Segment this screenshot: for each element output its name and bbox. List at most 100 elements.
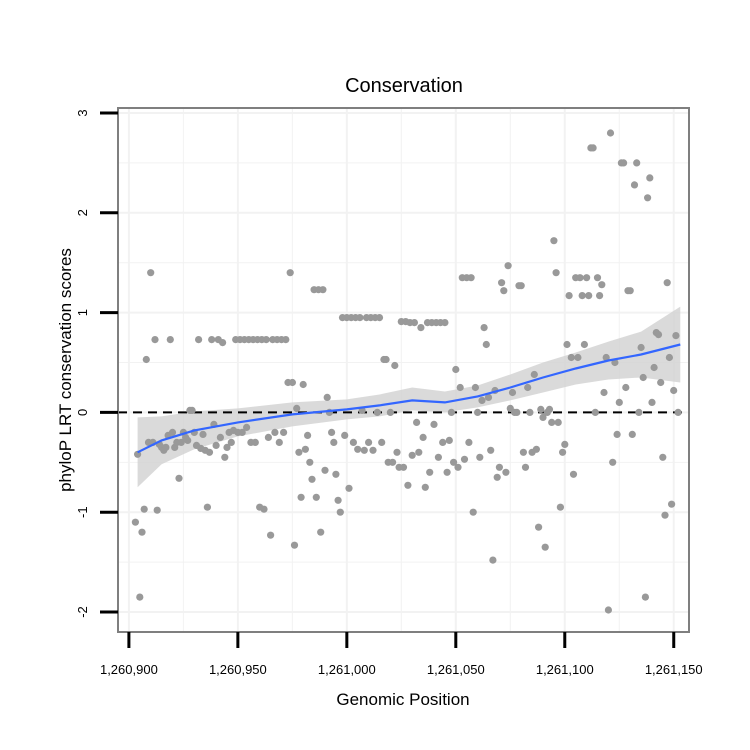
data-point xyxy=(419,433,427,441)
data-point xyxy=(644,194,652,202)
data-point xyxy=(301,445,309,453)
data-point xyxy=(238,428,246,436)
data-point xyxy=(502,468,510,476)
data-point xyxy=(471,383,479,392)
data-point xyxy=(615,398,623,406)
data-point xyxy=(223,443,231,451)
data-point xyxy=(332,470,340,478)
data-point xyxy=(153,506,161,514)
data-point xyxy=(386,408,394,416)
data-point xyxy=(295,448,303,456)
data-point xyxy=(177,438,185,446)
data-point xyxy=(578,292,586,300)
data-point xyxy=(602,353,610,362)
data-point xyxy=(521,463,530,471)
data-point xyxy=(188,406,196,414)
chart-title: Conservation xyxy=(345,75,463,97)
data-point xyxy=(513,408,521,416)
data-point xyxy=(460,455,469,463)
data-point xyxy=(221,453,229,461)
data-point xyxy=(476,453,484,461)
data-point xyxy=(600,388,608,397)
data-point xyxy=(659,453,667,461)
data-point xyxy=(585,292,593,300)
data-point xyxy=(205,448,214,456)
data-point xyxy=(465,438,473,446)
data-point xyxy=(661,511,669,519)
data-point xyxy=(668,500,676,508)
data-point xyxy=(604,606,613,614)
data-point xyxy=(260,505,268,513)
data-point xyxy=(319,286,327,294)
data-point xyxy=(672,332,680,340)
data-point xyxy=(369,446,377,454)
data-point xyxy=(308,475,316,483)
data-point xyxy=(404,481,412,489)
data-point xyxy=(251,438,259,446)
data-point xyxy=(216,433,224,441)
data-point xyxy=(593,274,602,282)
data-point xyxy=(166,336,174,344)
data-point xyxy=(633,159,641,167)
data-point xyxy=(567,353,575,362)
y-axis: -2 -1 0 1 2 3 xyxy=(75,109,118,618)
data-point xyxy=(131,518,139,526)
data-point xyxy=(373,408,381,416)
data-point xyxy=(162,443,170,451)
data-point xyxy=(663,279,671,287)
data-point xyxy=(399,463,408,471)
data-point xyxy=(434,453,442,461)
smooth-trend-line xyxy=(137,343,681,454)
data-point xyxy=(480,324,488,332)
data-point xyxy=(408,451,416,459)
data-point xyxy=(495,463,503,471)
data-point xyxy=(478,396,486,404)
confidence-band xyxy=(137,306,681,488)
data-point xyxy=(519,448,528,456)
data-point xyxy=(591,408,599,416)
data-point xyxy=(243,423,251,431)
x-axis: 1,260,900 1,260,950 1,261,000 1,261,050 1,26… xyxy=(100,632,703,677)
data-point xyxy=(293,404,301,412)
data-point xyxy=(620,159,628,167)
data-point xyxy=(563,340,571,349)
data-point xyxy=(526,408,534,416)
data-point xyxy=(336,508,344,516)
data-point xyxy=(349,438,357,446)
data-point xyxy=(417,324,425,332)
data-point xyxy=(312,493,320,501)
data-point xyxy=(609,458,617,466)
data-point xyxy=(654,331,663,339)
data-point xyxy=(421,483,429,491)
data-point xyxy=(454,463,462,471)
data-point xyxy=(674,408,682,416)
data-point xyxy=(264,433,272,441)
data-point xyxy=(430,420,438,428)
data-point xyxy=(208,336,216,344)
data-point xyxy=(489,556,497,564)
data-point xyxy=(415,448,423,456)
data-point xyxy=(556,503,565,511)
data-point xyxy=(282,336,290,344)
data-point xyxy=(535,523,543,531)
data-point xyxy=(212,441,220,449)
data-point xyxy=(565,292,573,300)
data-point xyxy=(365,438,373,446)
data-point xyxy=(530,370,538,379)
data-point xyxy=(262,336,270,344)
data-point xyxy=(450,458,458,466)
data-point xyxy=(439,438,447,446)
data-point xyxy=(334,496,342,504)
y-tick-label: 0 xyxy=(75,409,90,416)
data-point xyxy=(168,428,177,436)
data-point xyxy=(569,470,578,478)
data-point xyxy=(537,405,545,413)
data-point xyxy=(356,314,364,322)
data-point xyxy=(175,474,183,482)
data-point xyxy=(456,383,464,392)
plot-area xyxy=(117,107,690,633)
data-point xyxy=(552,269,560,277)
data-point xyxy=(393,448,401,456)
data-point xyxy=(138,528,146,536)
data-point xyxy=(219,339,227,347)
